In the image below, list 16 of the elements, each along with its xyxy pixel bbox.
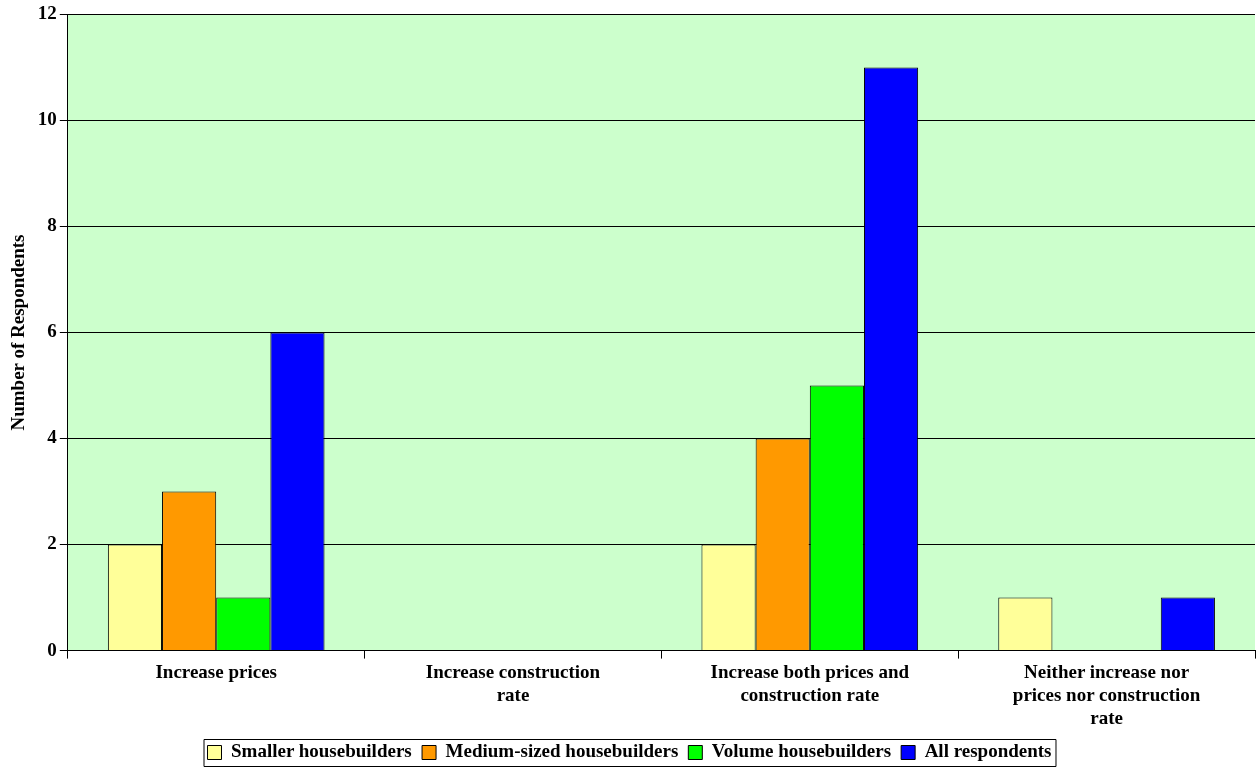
x-tick-label: Neither increase nor prices nor construction rate (1012, 660, 1201, 728)
x-tick-label: Increase construction rate (425, 660, 601, 705)
x-tick-label: Increase prices (155, 660, 277, 682)
y-tick-label: 10 (37, 108, 57, 130)
legend-label: Volume housebuilders (711, 740, 892, 762)
legend-label: Medium-sized housebuilders (445, 740, 679, 762)
y-axis-title: Number of Respondents (7, 234, 29, 431)
legend-label: Smaller housebuilders (231, 740, 412, 762)
y-tick-label: 8 (47, 214, 57, 236)
x-tick-label: Increase both prices and construction rate (710, 660, 910, 705)
y-tick-label: 12 (37, 2, 57, 24)
y-tick-label: 2 (47, 532, 57, 554)
y-tick-label: 6 (47, 320, 57, 342)
legend-label: All respondents (924, 740, 1052, 762)
y-tick-label: 0 (47, 638, 57, 660)
y-tick-label: 4 (47, 426, 58, 448)
